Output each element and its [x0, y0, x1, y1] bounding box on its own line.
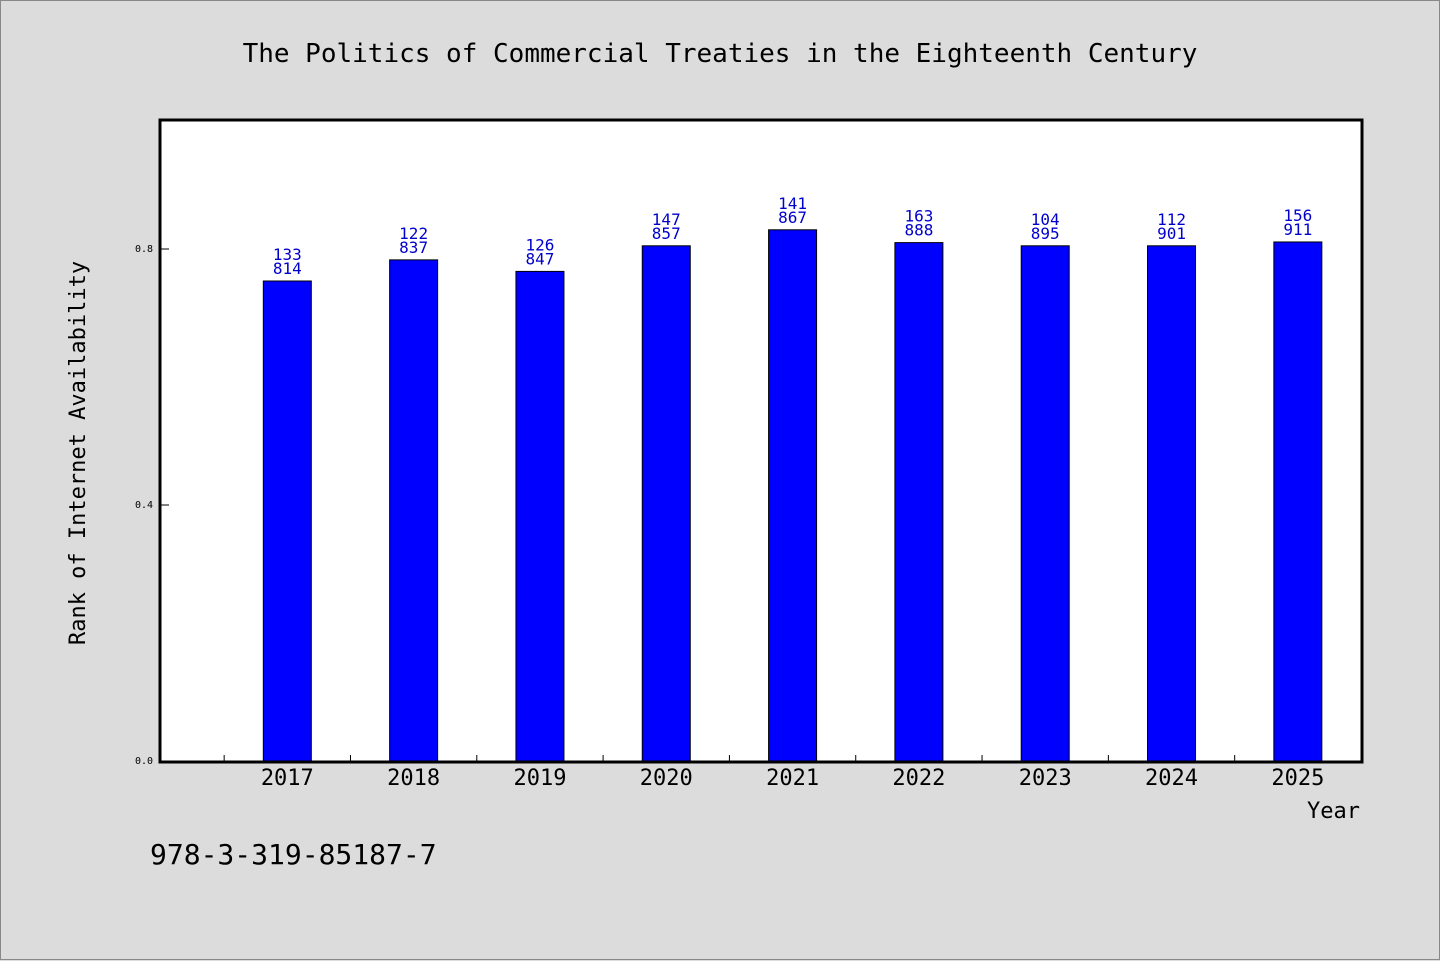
data-label-bottom: 901: [1157, 224, 1186, 243]
bars: [262, 229, 1323, 762]
data-label-top: 112: [1157, 210, 1186, 229]
data-label-bottom: 895: [1031, 224, 1060, 243]
data-label-bottom: 814: [273, 259, 302, 278]
data-label-bottom: 911: [1283, 220, 1312, 239]
y-tick-label: 0.8: [135, 244, 153, 255]
y-axis-label: Rank of Internet Availability: [66, 261, 91, 645]
data-label-top: 147: [652, 210, 681, 229]
data-label-bottom: 867: [778, 208, 807, 227]
x-tick-label: 2023: [1019, 766, 1072, 791]
y-axis-ticks: 0.0 0.4 0.8: [135, 244, 169, 767]
bar: [389, 259, 439, 762]
x-axis-label: Year: [1307, 799, 1360, 824]
data-label-top: 163: [904, 207, 933, 226]
bar: [768, 229, 818, 762]
bar: [894, 242, 944, 762]
data-label-bottom: 888: [904, 221, 933, 240]
y-tick-label: 0.4: [135, 500, 153, 511]
bar: [1147, 245, 1197, 762]
data-label-top: 156: [1283, 206, 1312, 225]
x-tick-label: 2025: [1271, 766, 1324, 791]
data-label-bottom: 857: [652, 224, 681, 243]
data-label-bottom: 847: [525, 249, 554, 268]
chart-title: The Politics of Commercial Treaties in t…: [243, 39, 1198, 69]
bar: [1273, 241, 1323, 762]
x-tick-label: 2022: [892, 766, 945, 791]
bar: [641, 245, 691, 762]
bar: [515, 270, 565, 762]
data-label-top: 126: [525, 235, 554, 254]
bar: [1020, 245, 1070, 762]
data-label-top: 141: [778, 194, 807, 213]
x-tick-label: 2020: [640, 766, 693, 791]
data-label-top: 122: [399, 224, 428, 243]
x-tick-label: 2021: [766, 766, 819, 791]
data-label-top: 104: [1031, 210, 1060, 229]
x-tick-label: 2017: [261, 766, 314, 791]
data-label-bottom: 837: [399, 238, 428, 257]
data-label-top: 133: [273, 245, 302, 264]
x-tick-label: 2019: [513, 766, 566, 791]
x-tick-label: 2018: [387, 766, 440, 791]
x-axis-ticks: 2017 2018 2019 2020 2021 2022 2023 2024 2025: [223, 755, 1324, 791]
isbn-text: 978-3-319-85187-7: [150, 838, 437, 871]
y-tick-label: 0.0: [135, 756, 153, 767]
bar: [262, 280, 312, 762]
x-tick-label: 2024: [1145, 766, 1198, 791]
